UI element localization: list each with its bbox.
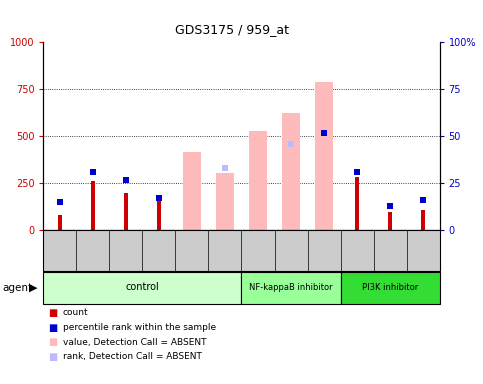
Bar bbox=[43, 273, 242, 303]
Bar bbox=[355, 177, 359, 230]
Bar bbox=[249, 131, 267, 230]
Bar bbox=[242, 273, 341, 303]
Bar bbox=[124, 193, 128, 230]
Bar bbox=[216, 173, 234, 230]
Bar bbox=[388, 212, 392, 230]
Bar bbox=[341, 273, 440, 303]
Text: ▶: ▶ bbox=[29, 283, 38, 293]
Bar bbox=[315, 82, 333, 230]
Text: NF-kappaB inhibitor: NF-kappaB inhibitor bbox=[249, 283, 333, 292]
Text: control: control bbox=[126, 282, 159, 292]
Text: ■: ■ bbox=[48, 323, 57, 333]
Bar bbox=[282, 113, 300, 230]
Bar bbox=[157, 199, 161, 230]
Text: agent: agent bbox=[2, 283, 32, 293]
Text: value, Detection Call = ABSENT: value, Detection Call = ABSENT bbox=[63, 338, 206, 347]
Text: ■: ■ bbox=[48, 308, 57, 318]
Bar bbox=[91, 182, 95, 230]
Text: GDS3175 / 959_at: GDS3175 / 959_at bbox=[175, 23, 289, 36]
Text: PI3K inhibitor: PI3K inhibitor bbox=[362, 283, 418, 292]
Bar bbox=[183, 152, 201, 230]
Bar bbox=[421, 210, 425, 230]
Text: rank, Detection Call = ABSENT: rank, Detection Call = ABSENT bbox=[63, 352, 202, 361]
Text: percentile rank within the sample: percentile rank within the sample bbox=[63, 323, 216, 332]
Text: count: count bbox=[63, 308, 88, 318]
Text: ■: ■ bbox=[48, 352, 57, 362]
Text: ■: ■ bbox=[48, 337, 57, 347]
Bar bbox=[58, 215, 62, 230]
